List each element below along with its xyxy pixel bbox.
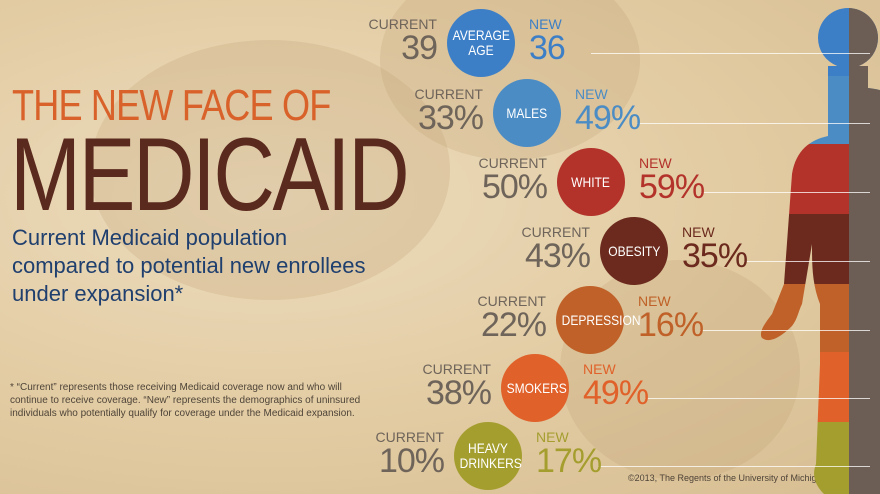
metric-circle: DEPRESSION	[556, 286, 641, 354]
current-value-block: CURRENT 22%	[477, 293, 547, 344]
new-value-block: NEW 36	[529, 16, 566, 67]
new-value-block: NEW 49%	[575, 86, 641, 137]
connector-line	[700, 330, 870, 331]
metric-name: OBESITY	[607, 242, 661, 259]
current-value: 50%	[481, 168, 548, 206]
subtitle-line: compared to potential new enrollees	[12, 253, 366, 278]
current-value: 38%	[425, 374, 492, 412]
current-value-block: CURRENT 33%	[414, 86, 484, 137]
current-value-block: CURRENT 39	[368, 16, 438, 67]
metric-circle: WHITE	[557, 148, 625, 216]
current-value-block: CURRENT 50%	[478, 155, 548, 206]
new-label: NEW	[682, 224, 715, 240]
new-value: 59%	[639, 168, 705, 206]
title-line-1: THE NEW FACE OF	[12, 81, 331, 130]
current-value: 43%	[524, 237, 591, 275]
metric-circle: SMOKERS	[501, 354, 569, 422]
metric-name: MALES	[506, 104, 548, 121]
current-value-block: CURRENT 10%	[375, 429, 445, 480]
current-value: 22%	[480, 306, 547, 344]
current-label: CURRENT	[422, 361, 491, 377]
new-value-block: NEW 16%	[638, 293, 704, 344]
new-value-block: NEW 49%	[583, 361, 649, 412]
current-label: CURRENT	[414, 86, 483, 102]
connector-line	[645, 398, 870, 399]
new-value-block: NEW 59%	[639, 155, 705, 206]
copyright: ©2013, The Regents of the University of …	[628, 473, 827, 483]
current-value-block: CURRENT 38%	[422, 361, 492, 412]
metric-name: DEPRESSION	[561, 311, 641, 328]
metric-name: WHITE	[571, 173, 611, 190]
current-value-block: CURRENT 43%	[521, 224, 591, 275]
current-label: CURRENT	[478, 155, 547, 171]
figure-gray-half	[849, 8, 880, 494]
subtitle: Current Medicaid population compared to …	[12, 224, 365, 308]
new-label: NEW	[536, 429, 569, 445]
current-label: CURRENT	[477, 293, 546, 309]
current-label: CURRENT	[375, 429, 444, 445]
current-value: 39	[401, 29, 438, 67]
new-value: 36	[529, 29, 566, 67]
new-value: 16%	[638, 306, 704, 344]
new-label: NEW	[529, 16, 562, 32]
new-label: NEW	[583, 361, 616, 377]
title-line-2: MEDICAID	[10, 117, 410, 233]
current-value: 33%	[417, 99, 484, 137]
metric-name: HEAVY DRINKERS	[459, 440, 522, 471]
new-value: 17%	[536, 442, 602, 480]
current-label: CURRENT	[521, 224, 590, 240]
new-value: 35%	[682, 237, 748, 275]
new-label: NEW	[639, 155, 672, 171]
current-label: CURRENT	[368, 16, 437, 32]
connector-line	[591, 53, 870, 54]
new-value-block: NEW 17%	[536, 429, 602, 480]
current-value: 10%	[378, 442, 445, 480]
connector-line	[637, 123, 870, 124]
connector-line	[701, 192, 870, 193]
metric-circle: AVERAGE AGE	[447, 9, 515, 77]
metric-name: SMOKERS	[506, 379, 567, 396]
background-wing-shape	[90, 40, 450, 300]
metric-circle: MALES	[493, 79, 561, 147]
metric-circle: HEAVY DRINKERS	[454, 422, 522, 490]
new-value-block: NEW 35%	[682, 224, 748, 275]
new-label: NEW	[638, 293, 671, 309]
subtitle-line: under expansion*	[12, 281, 184, 306]
subtitle-line: Current Medicaid population	[12, 225, 288, 250]
metric-circle: OBESITY	[600, 217, 668, 285]
footnote: * “Current” represents those receiving M…	[10, 382, 361, 419]
new-value: 49%	[583, 374, 649, 412]
metric-name: AVERAGE AGE	[452, 27, 510, 58]
connector-line	[598, 466, 870, 467]
connector-line	[744, 261, 870, 262]
new-value: 49%	[575, 99, 641, 137]
new-label: NEW	[575, 86, 608, 102]
